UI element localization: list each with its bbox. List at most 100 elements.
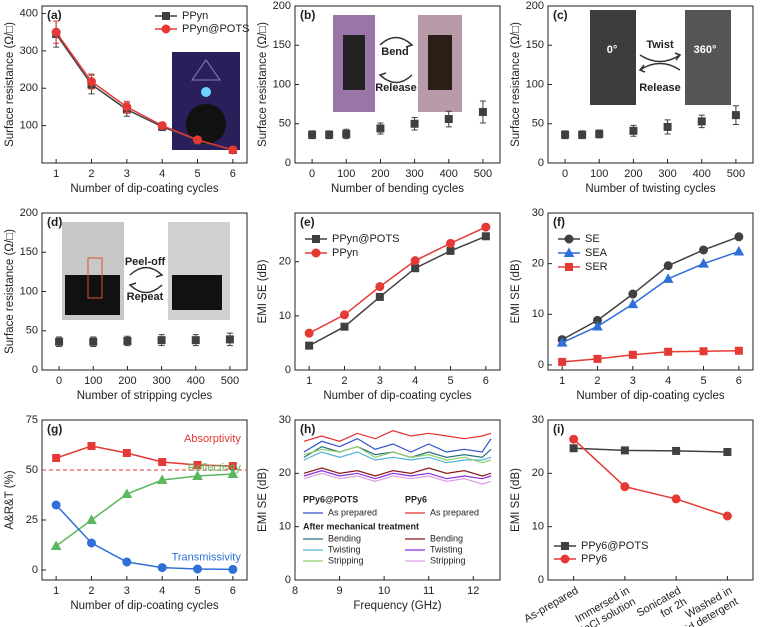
marker — [340, 322, 349, 331]
marker — [375, 282, 385, 292]
marker — [592, 320, 603, 331]
marker — [620, 446, 629, 455]
y-tick-label: 300 — [20, 45, 38, 57]
marker — [123, 336, 132, 345]
marker — [225, 335, 234, 344]
y-axis-title: Surface resistance (Ω/□) — [510, 22, 522, 147]
marker — [663, 261, 673, 271]
marker — [698, 258, 709, 268]
legend-label: PPyn@POTS — [182, 23, 249, 35]
marker — [192, 470, 203, 480]
series-line — [573, 447, 728, 453]
series-line — [303, 437, 492, 453]
marker — [312, 235, 320, 243]
y-tick-label: 0 — [538, 574, 544, 586]
panel-label: (c) — [553, 8, 568, 22]
photo-detail — [428, 35, 452, 90]
legend-label: PPyn — [182, 10, 208, 22]
y-tick-label: 10 — [279, 521, 291, 533]
x-axis-title: Number of stripping cycles — [77, 390, 213, 402]
plot-frame — [294, 212, 501, 371]
plot-frame — [547, 212, 754, 371]
series-line — [55, 445, 233, 467]
marker — [627, 298, 639, 309]
series-label: Absorptivity — [184, 433, 241, 445]
marker — [52, 454, 61, 462]
y-tick-label: 10 — [532, 308, 544, 320]
annotation: Repeat — [127, 291, 164, 303]
legend-label: Bending — [328, 533, 361, 543]
marker — [629, 126, 638, 135]
y-tick-label: 75 — [26, 414, 38, 426]
marker — [311, 248, 321, 258]
marker — [561, 542, 569, 550]
annotation: 0° — [607, 44, 618, 56]
series-line — [308, 235, 487, 347]
y-axis-title: EMI SE (dB) — [257, 259, 269, 323]
marker — [734, 232, 744, 242]
annotation: Bend — [381, 46, 409, 58]
y-axis-title: EMI SE (dB) — [510, 259, 522, 323]
x-axis-title: Number of dip-coating cycles — [576, 390, 725, 402]
series-line — [308, 226, 487, 334]
y-tick-label: 20 — [532, 467, 544, 479]
y-tick-label: 0 — [538, 157, 544, 169]
y-tick-label: 100 — [20, 285, 38, 297]
x-tick-label: 1 — [306, 375, 312, 387]
marker — [722, 511, 732, 521]
marker — [446, 238, 456, 248]
legend-label: Stripping — [328, 555, 364, 565]
y-tick-label: 20 — [279, 467, 291, 479]
series-line — [303, 451, 492, 464]
marker — [304, 328, 314, 338]
marker — [193, 461, 202, 469]
marker — [628, 289, 638, 299]
x-tick-label: 11 — [423, 585, 434, 597]
x-tick-label: 2 — [594, 375, 600, 387]
marker — [51, 27, 61, 37]
y-tick-label: 400 — [20, 7, 38, 19]
marker — [325, 130, 334, 139]
marker — [620, 482, 630, 492]
x-tick-label: 4 — [159, 585, 165, 597]
marker — [86, 77, 96, 87]
x-tick-label: 300 — [658, 168, 676, 180]
series-line — [303, 467, 492, 477]
series-line — [573, 438, 728, 517]
x-tick-label: 6 — [230, 168, 236, 180]
y-tick-label: 10 — [279, 310, 291, 322]
marker — [697, 117, 706, 126]
x-tick-label: 500 — [221, 375, 239, 387]
series-line — [303, 446, 492, 464]
y-axis-title: Surface resistance (Ω/□) — [257, 22, 269, 147]
y-tick-label: 200 — [526, 0, 544, 12]
series-line — [55, 31, 234, 151]
panel-label: (d) — [47, 215, 62, 229]
x-axis-title: Number of bending cycles — [331, 183, 464, 195]
panel-label: (a) — [47, 8, 62, 22]
legend-subtitle: After mechanical treatment — [303, 521, 419, 531]
marker — [156, 474, 168, 484]
series-line — [55, 473, 233, 547]
marker — [569, 434, 579, 444]
marker — [478, 107, 487, 116]
marker — [444, 115, 453, 124]
arrow — [638, 52, 682, 73]
plot-frame — [41, 5, 248, 164]
marker — [86, 514, 97, 524]
x-tick-label: 4 — [665, 375, 671, 387]
marker — [339, 310, 349, 320]
marker — [481, 232, 490, 241]
x-tick-label: 6 — [483, 375, 489, 387]
x-tick-label: 5 — [194, 168, 200, 180]
legend-label: PPy6@POTS — [581, 540, 648, 552]
y-tick-label: 200 — [20, 82, 38, 94]
photo — [590, 10, 636, 105]
marker — [158, 458, 167, 466]
marker — [191, 336, 200, 345]
y-tick-label: 50 — [26, 464, 38, 476]
photo-detail — [172, 275, 222, 310]
marker — [121, 488, 133, 498]
x-tick-label: 300 — [152, 375, 170, 387]
